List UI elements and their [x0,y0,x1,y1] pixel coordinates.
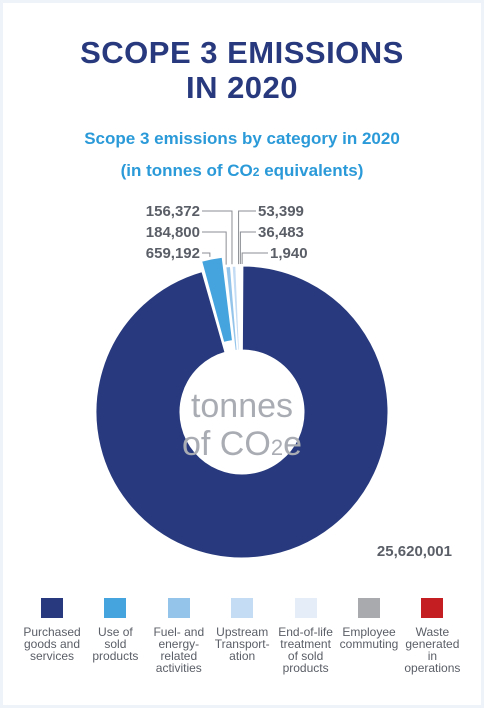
legend-label: Purchased goods and services [23,625,81,663]
legend-swatch [104,598,127,618]
data-label-end-of-life-treatment-of-sold-products: 53,399 [258,203,304,220]
slice-fuel-and-energy-related-activities [225,265,238,351]
legend-label: Employee commuting [339,625,399,651]
legend-label: Use of sold products [92,625,139,663]
legend-item-purchased-goods-and-services: Purchased goods and services [20,598,84,662]
slice-end-of-life-treatment-of-sold-products [237,265,241,351]
infographic-card [3,3,481,705]
legend-swatch [358,598,380,618]
legend-label: Waste generated in operations [404,625,461,675]
center-text-post: e [283,425,302,463]
center-label-line2: of CO2e [160,424,324,468]
legend-swatch [421,598,444,618]
legend-label: Fuel- and energy- related activities [153,625,205,675]
slice-purchased-goods-and-services [95,265,389,559]
leader-line-waste-generated-in-operations [241,252,268,265]
data-label-employee-commuting: 36,483 [258,224,304,241]
legend-item-use-of-sold-products: Use of sold products [83,598,147,662]
data-label-fuel-and-energy-related-activities: 184,800 [146,224,200,241]
legend-item-employee-commuting: Employee commuting [337,598,401,650]
legend-swatch [294,598,317,618]
chart-legend: Purchased goods and services Use of sold … [20,598,464,698]
chart-subtitle-line2: (in tonnes of CO2 equivalents) [0,160,484,183]
subtitle-subscript: 2 [252,165,260,179]
legend-swatch [231,598,254,618]
leader-line-fuel-and-energy-related-activities [202,231,227,265]
chart-subtitle-line1: Scope 3 emissions by category in 2020 [84,129,400,148]
legend-label: Upstream Transport- ation [214,625,270,663]
page-title-line2: IN 2020 [185,70,299,105]
leader-line-upstream-transportation [202,210,233,265]
center-text-pre: of CO [182,425,271,463]
data-label-waste-generated-in-operations: 1,940 [270,245,308,262]
legend-label: End-of-life treatment of sold products [278,625,333,675]
data-label-use-of-sold-products: 659,192 [146,245,200,262]
data-label-upstream-transportation: 156,372 [146,203,200,220]
center-label-line1: tonnes [190,387,294,425]
slice-upstream-transportation [231,265,240,351]
legend-item-waste-generated-in-operations: Waste generated in operations [400,598,464,674]
page-title-line1: SCOPE 3 EMISSIONS [80,35,404,70]
data-label-purchased-goods-and-services: 25,620,001 [377,543,452,560]
slice-waste-generated-in-operations [240,265,243,351]
slice-employee-commuting [238,266,242,351]
legend-swatch [167,598,190,618]
legend-swatch [41,598,63,618]
leader-line-use-of-sold-products [202,252,211,257]
legend-item-end-of-life-treatment-of-sold-products: End-of-life treatment of sold products [274,598,338,674]
leader-line-end-of-life-treatment-of-sold-products [238,210,256,265]
subtitle-text-pre: (in tonnes of CO [120,161,253,180]
subtitle-text-post: equivalents) [259,161,364,180]
legend-item-upstream-transportation: Upstream Transport- ation [210,598,274,662]
slice-use-of-sold-products [201,256,234,343]
legend-item-fuel-and-energy-related-activities: Fuel- and energy- related activities [147,598,211,674]
center-subscript: 2 [270,435,284,460]
leader-line-employee-commuting [239,231,256,265]
